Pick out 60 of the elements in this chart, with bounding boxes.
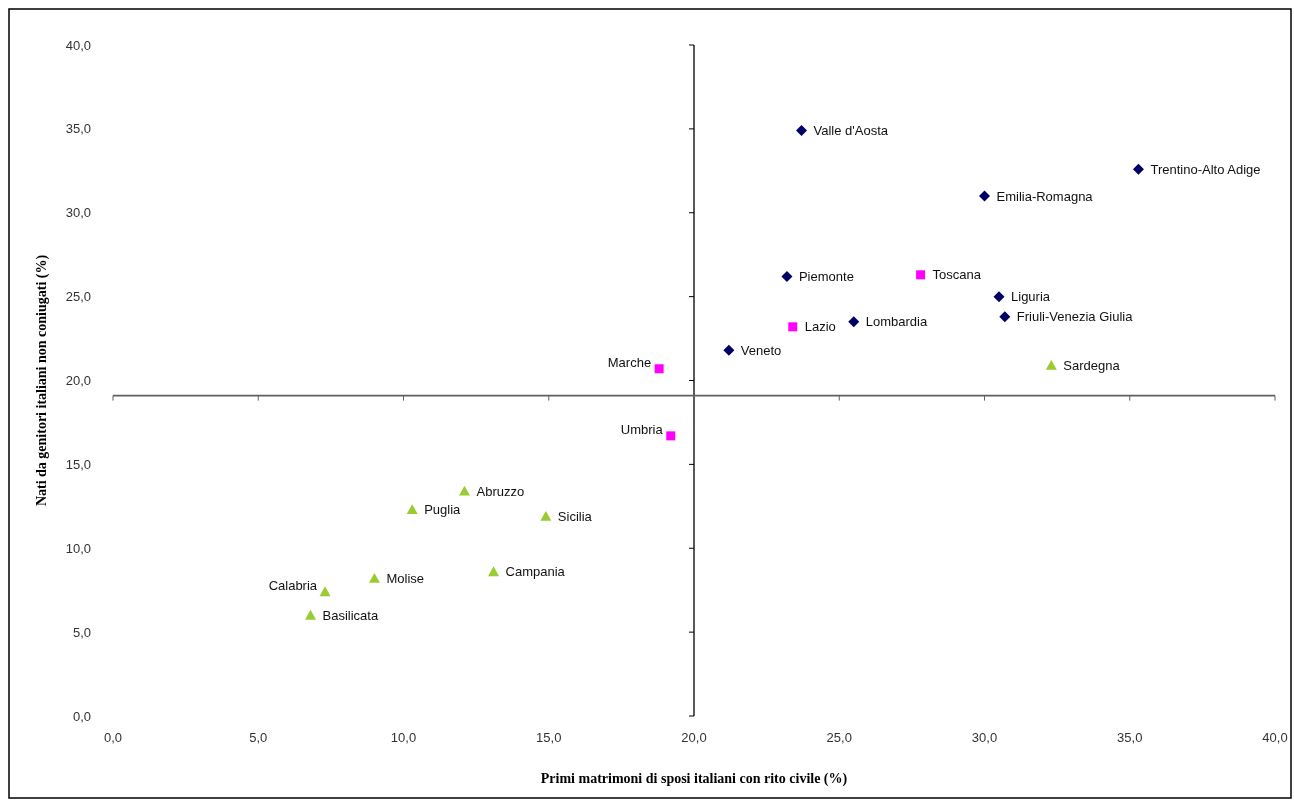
annotation: Abruzzo — [476, 483, 525, 499]
annotation: Basilicata — [322, 607, 379, 623]
y-tick-label: 25,0 — [65, 289, 91, 305]
point — [406, 504, 418, 515]
point — [979, 190, 990, 202]
annotation: Trentino-Alto Adige — [1150, 161, 1261, 177]
x-tick-label: 35,0 — [1117, 730, 1143, 745]
x-axis-title: Primi matrimoni di sposi italiani con rito civile (%) — [540, 771, 848, 787]
y-tick-label: 0,0 — [72, 708, 91, 724]
annotation: Veneto — [740, 342, 782, 358]
point — [999, 311, 1011, 323]
point — [654, 364, 664, 374]
x-tick-label: 0,0 — [103, 730, 123, 745]
annotation: Calabria — [268, 578, 318, 594]
y-axis-title: Nati da genitori italiani non coniugati (%) — [34, 254, 50, 507]
annotation: Molise — [386, 570, 425, 586]
annotation: Liguria — [1011, 289, 1051, 305]
y-tick-label: 40,0 — [65, 37, 91, 53]
annotation: Emilia-Romagna — [996, 188, 1094, 204]
point — [788, 322, 798, 332]
x-tick-label: 40,0 — [1262, 730, 1288, 745]
y-tick-label: 10,0 — [65, 540, 91, 556]
annotation: Puglia — [424, 502, 462, 518]
y-tick-label: 30,0 — [65, 205, 91, 221]
x-tick-label: 5,0 — [249, 730, 268, 745]
annotation: Lazio — [804, 319, 836, 335]
x-tick-label: 15,0 — [536, 730, 562, 745]
annotation: Marche — [607, 355, 652, 371]
point — [916, 270, 926, 280]
x-tick-label: 25,0 — [826, 730, 852, 745]
annotation: Friuli-Venezia Giulia — [1016, 309, 1134, 325]
point — [319, 586, 331, 597]
annotation: Campania — [505, 564, 566, 580]
point — [488, 566, 500, 577]
annotation: Toscana — [932, 267, 982, 283]
y-tick-label: 5,0 — [72, 624, 91, 640]
point — [781, 270, 793, 282]
point — [666, 431, 676, 441]
point — [459, 485, 471, 496]
point — [368, 572, 380, 583]
annotation: Piemonte — [798, 269, 854, 285]
annotation: Umbria — [620, 422, 664, 438]
point — [1132, 163, 1144, 175]
y-tick-label: 15,0 — [65, 456, 91, 472]
annotation: Sardegna — [1063, 357, 1121, 373]
annotation: Valle d'Aosta — [813, 123, 889, 139]
point — [305, 609, 317, 620]
annotation: Lombardia — [865, 314, 928, 330]
point — [540, 510, 552, 521]
point — [795, 125, 807, 137]
point — [993, 291, 1005, 303]
x-tick-label: 20,0 — [681, 730, 707, 745]
point — [848, 316, 860, 328]
y-tick-label: 35,0 — [65, 121, 91, 137]
point — [1045, 359, 1057, 370]
x-tick-label: 30,0 — [971, 730, 998, 745]
point — [723, 344, 735, 356]
y-tick-label: 20,0 — [65, 373, 91, 389]
x-tick-label: 10,0 — [390, 730, 417, 745]
annotation: Sicilia — [557, 508, 593, 524]
